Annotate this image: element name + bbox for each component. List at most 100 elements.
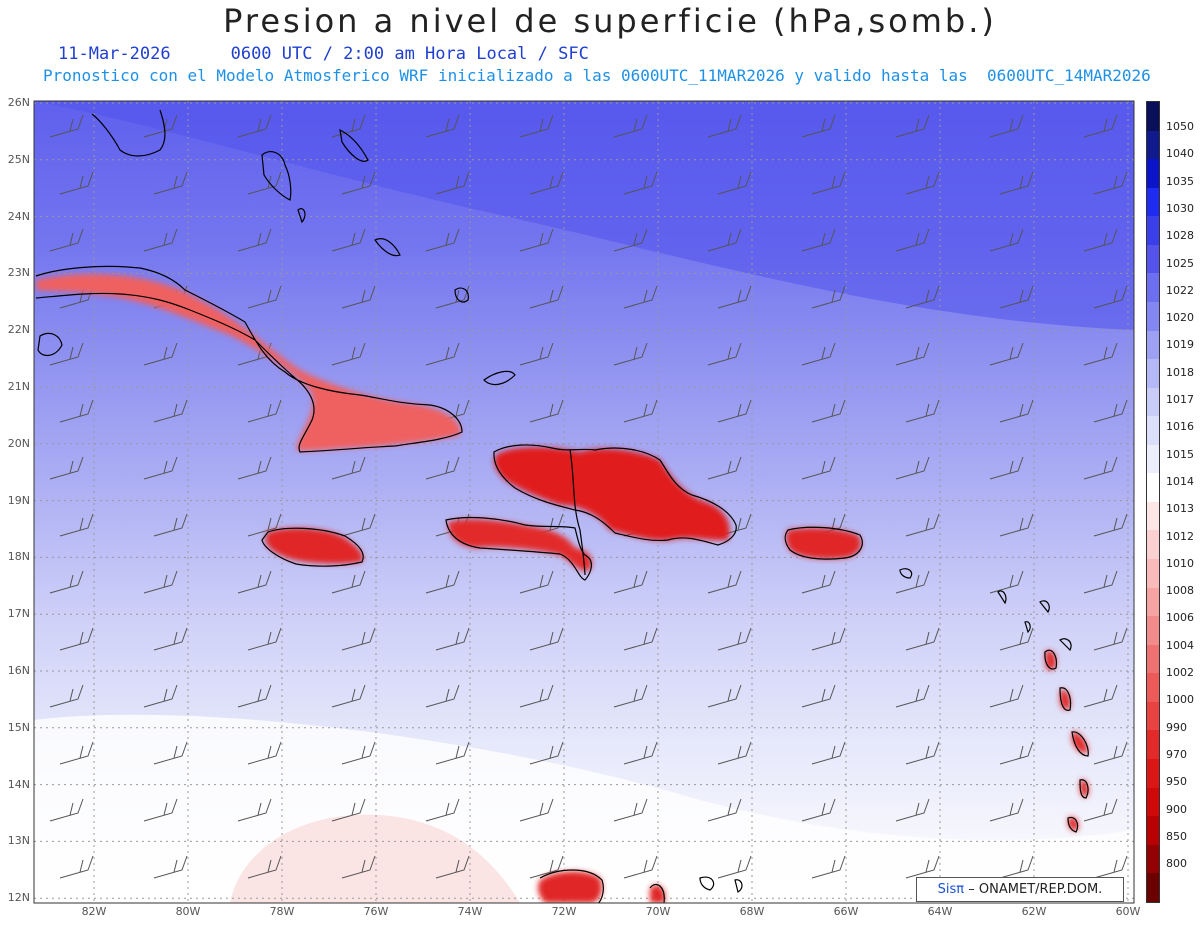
lon-label: 68W — [739, 905, 765, 918]
colorbar-segment — [1147, 844, 1159, 874]
wind-barb — [895, 342, 930, 366]
colorbar-label: 1014 — [1166, 474, 1194, 488]
wind-barb — [707, 456, 742, 480]
wind-barb — [1083, 570, 1118, 594]
wind-barb — [247, 399, 282, 423]
wind-barb — [237, 228, 272, 252]
colorbar-label: 1008 — [1166, 584, 1194, 598]
wind-barb — [613, 570, 648, 594]
wind-barb — [623, 285, 658, 309]
lat-label: 15N — [7, 720, 30, 734]
colorbar-segment — [1147, 330, 1159, 360]
wind-barb — [717, 399, 752, 423]
wind-barb — [999, 513, 1034, 537]
wind-barb — [623, 399, 658, 423]
low-pressure-area-south — [230, 814, 520, 903]
lat-label: 16N — [7, 664, 30, 677]
wind-barb — [905, 855, 940, 879]
wind-barb — [1093, 285, 1128, 309]
colorbar-label: 800 — [1166, 857, 1187, 871]
wind-barb — [519, 684, 554, 708]
lon-label: 82W — [81, 905, 107, 918]
colorbar-label: 1015 — [1166, 447, 1194, 461]
wind-barb — [1083, 342, 1118, 366]
wind-barb — [59, 627, 94, 651]
wind-barb — [49, 798, 84, 822]
wind-barb — [1083, 114, 1118, 138]
colorbar-label: 1002 — [1166, 666, 1194, 679]
colorbar-label: 1012 — [1166, 529, 1194, 543]
wind-barb — [435, 855, 470, 879]
lon-label: 60W — [1115, 905, 1141, 918]
lon-label: 80W — [175, 905, 201, 918]
wind-barb — [895, 798, 930, 822]
colorbar-segment — [1147, 273, 1159, 302]
colorbar-label: 1004 — [1166, 638, 1194, 652]
wind-barb — [143, 684, 178, 708]
colorbar-label: 1019 — [1166, 338, 1194, 352]
wind-barb — [247, 741, 282, 765]
wind-barb — [331, 570, 366, 594]
colorbar-segment — [1147, 758, 1159, 788]
wind-barb — [613, 798, 648, 822]
sis-label: Sisπ — [937, 882, 965, 897]
wind-barb — [341, 741, 376, 765]
lon-label: 72W — [551, 905, 577, 918]
colorbar-segment — [1147, 616, 1159, 645]
wind-barb — [59, 741, 94, 765]
wind-barb — [801, 456, 836, 480]
wind-barb — [331, 456, 366, 480]
colorbar-segment — [1147, 787, 1159, 817]
wind-barb — [529, 399, 564, 423]
colorbar-label: 1028 — [1166, 229, 1194, 243]
wind-barb — [59, 513, 94, 537]
wind-barb — [811, 399, 846, 423]
lon-label: 62W — [1021, 905, 1047, 918]
wind-barb — [623, 171, 658, 195]
wind-barb — [49, 684, 84, 708]
colorbar-label: 1006 — [1166, 611, 1194, 625]
wind-barb — [1093, 399, 1128, 423]
wind-barb — [989, 342, 1024, 366]
colorbar-label: 1022 — [1166, 283, 1194, 297]
wind-barb — [1083, 798, 1118, 822]
wind-barb — [801, 570, 836, 594]
colorbar-segment — [1147, 159, 1159, 188]
colorbar-segment — [1147, 530, 1159, 559]
wind-barb — [895, 114, 930, 138]
wind-barb — [905, 513, 940, 537]
wind-barb — [59, 855, 94, 879]
wind-barb — [989, 456, 1024, 480]
wind-barb — [905, 171, 940, 195]
wind-barb — [905, 399, 940, 423]
wind-barb — [153, 513, 188, 537]
wind-barb — [1083, 684, 1118, 708]
wind-barb — [143, 570, 178, 594]
wind-barb — [529, 855, 564, 879]
colorbar-segment — [1147, 444, 1159, 474]
wind-barb — [425, 456, 460, 480]
grid-lines — [34, 101, 1134, 903]
colorbar-segment — [1147, 102, 1159, 131]
wind-barb — [341, 285, 376, 309]
wind-barb — [811, 741, 846, 765]
wind-barb — [801, 114, 836, 138]
wind-barb — [717, 171, 752, 195]
wind-barb — [425, 570, 460, 594]
wind-barb — [331, 684, 366, 708]
wind-barb — [811, 855, 846, 879]
wind-barb — [1083, 456, 1118, 480]
colorbar-label: 1030 — [1166, 201, 1194, 215]
wind-barb — [999, 741, 1034, 765]
wind-barb — [895, 228, 930, 252]
colorbar-segment — [1147, 587, 1159, 617]
lon-label: 70W — [645, 905, 671, 918]
wind-barb — [989, 798, 1024, 822]
wind-barb — [341, 855, 376, 879]
wind-barb — [153, 171, 188, 195]
wind-barb — [989, 570, 1024, 594]
colorbar-label: 1018 — [1166, 365, 1194, 379]
wind-barb — [237, 114, 272, 138]
wind-barb — [341, 513, 376, 537]
